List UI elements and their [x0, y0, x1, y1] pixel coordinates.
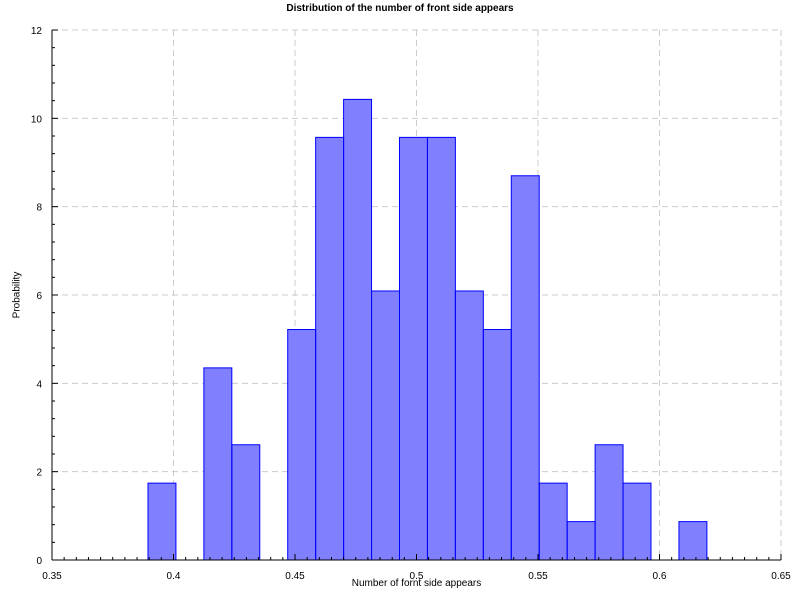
chart-title: Distribution of the number of front side… [286, 3, 514, 14]
histogram-bar-outline [678, 521, 708, 560]
histogram-bar [455, 291, 484, 560]
y-tick-label: 6 [36, 291, 42, 302]
histogram-bar-outline [622, 482, 652, 560]
x-tick-label: 0.65 [771, 571, 791, 582]
y-tick-label: 12 [31, 26, 43, 37]
y-axis-label-text: Probability [11, 271, 23, 319]
y-tick-label: 10 [31, 114, 43, 125]
histogram-bar [567, 521, 596, 560]
x-tick-label: 0.55 [528, 571, 548, 582]
histogram-bar-outline [231, 444, 261, 560]
histogram-bar [287, 329, 316, 560]
histogram-bar [203, 367, 232, 560]
y-tick-label: 2 [36, 468, 42, 479]
histogram-bar [371, 291, 400, 560]
histogram-bar-outline [510, 175, 540, 560]
histogram-bar [399, 137, 428, 560]
x-tick-label: 0.5 [410, 571, 424, 582]
histogram-bar [539, 483, 568, 560]
histogram-bar [511, 175, 540, 560]
x-tick-label: 0.35 [42, 571, 62, 582]
histogram-bar [678, 521, 707, 560]
x-tick-label: 0.45 [285, 571, 305, 582]
x-tick-label: 0.6 [653, 571, 667, 582]
x-axis-label: Number of fornt side appears [351, 578, 482, 589]
histogram-bar [623, 483, 651, 560]
histogram-bar [595, 444, 624, 560]
axes [51, 29, 782, 561]
histogram-bar [427, 137, 456, 560]
histogram-bar-outline [147, 482, 177, 560]
histogram-bar [315, 137, 344, 560]
y-tick-label: 4 [36, 379, 42, 390]
histogram-bars [147, 98, 708, 560]
histogram-bar [231, 444, 260, 560]
y-tick-label: 0 [36, 556, 42, 567]
x-tick-label: 0.4 [167, 571, 181, 582]
histogram-bar [483, 329, 512, 560]
y-tick-label: 8 [36, 203, 42, 214]
histogram-bar [147, 483, 176, 560]
histogram-bar [343, 99, 372, 560]
tick-labels: 0.35 0.4 0.45 0.5 0.55 0.6 0.65 0 2 4 6 8 10 12 [31, 26, 791, 582]
